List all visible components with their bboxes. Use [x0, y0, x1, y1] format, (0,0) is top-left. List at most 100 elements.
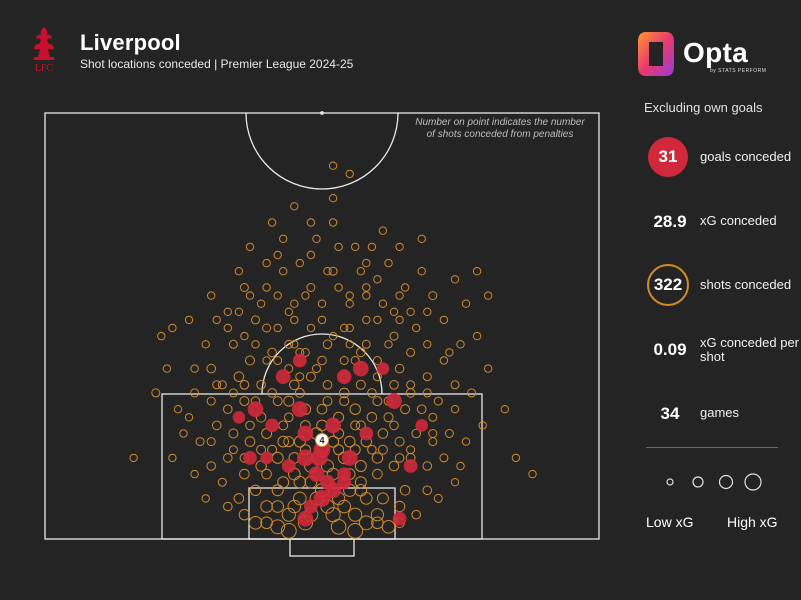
shot-point	[333, 444, 345, 456]
shot-point	[405, 388, 416, 398]
shot-point	[322, 339, 333, 350]
shot-point	[362, 283, 371, 292]
shot-point	[273, 250, 282, 260]
shot-point	[293, 475, 307, 489]
shot-point	[184, 315, 194, 325]
shot-point	[279, 234, 288, 244]
shot-point	[411, 428, 422, 439]
goal-point	[376, 362, 390, 375]
shot-point	[376, 492, 389, 505]
stat-label: shots conceded	[700, 277, 792, 292]
shot-point	[351, 242, 360, 252]
shot-point	[256, 299, 266, 308]
shot-point	[281, 507, 296, 522]
shot-point	[151, 388, 161, 398]
shot-point	[412, 323, 421, 333]
shot-point	[384, 258, 393, 268]
stat-value: 322	[653, 275, 683, 294]
goal	[289, 538, 355, 557]
shot-point	[345, 299, 354, 308]
sidebar-divider	[646, 447, 778, 448]
goal-point	[336, 369, 352, 385]
shot-point	[433, 493, 443, 503]
shot-point	[195, 437, 205, 447]
shot-point	[223, 453, 233, 463]
page-title: Liverpool	[80, 30, 181, 55]
shot-point	[367, 444, 377, 455]
shot-point	[278, 420, 289, 431]
shot-point	[395, 242, 404, 252]
shot-point	[262, 356, 271, 365]
shot-point	[456, 461, 465, 471]
shot-point	[354, 476, 367, 489]
shot-point	[223, 307, 233, 316]
shot-point	[249, 484, 262, 496]
shot-point	[439, 453, 449, 463]
shot-point	[306, 323, 316, 333]
page-subtitle: Shot locations conceded | Premier League…	[80, 57, 354, 71]
shot-point	[439, 356, 449, 365]
goal-point	[392, 511, 407, 526]
shot-point	[267, 218, 277, 227]
shot-point	[168, 323, 177, 333]
shot-point	[439, 315, 449, 325]
shot-point	[400, 283, 410, 292]
shot-point	[256, 380, 266, 390]
shot-point	[217, 380, 227, 390]
shot-point	[362, 315, 371, 325]
shot-point	[339, 396, 350, 407]
halfway-circle	[245, 112, 399, 190]
shot-point	[361, 339, 371, 349]
shot-point	[301, 291, 310, 300]
shot-point	[416, 404, 427, 415]
penalty-marker: 4	[315, 433, 329, 447]
shot-point	[334, 242, 343, 252]
shot-point	[389, 380, 399, 390]
shot-point	[245, 420, 255, 431]
shot-point	[394, 363, 405, 374]
shot-point	[317, 355, 327, 366]
shot-point	[223, 323, 233, 333]
shot-point	[240, 331, 249, 341]
stat-label: xG conceded per shot	[700, 335, 800, 364]
shot-point	[244, 436, 256, 447]
goal-point	[352, 360, 369, 377]
shot-point	[228, 445, 238, 455]
shot-point	[478, 421, 487, 430]
stat-label: games	[700, 405, 740, 420]
shot-point	[283, 436, 295, 448]
shot-point	[251, 340, 260, 349]
shot-point	[433, 396, 443, 406]
shot-point	[362, 258, 371, 268]
shot-point	[384, 340, 393, 349]
shot-point	[395, 315, 404, 325]
shot-point	[277, 476, 290, 489]
shot-point	[371, 516, 384, 530]
shot-point	[340, 323, 349, 333]
shot-point	[280, 523, 297, 539]
legend-size-1	[666, 478, 674, 486]
shot-point	[260, 500, 273, 513]
shot-point	[207, 291, 216, 300]
shot-point	[228, 388, 238, 398]
shot-point	[273, 291, 282, 300]
shot-point	[328, 331, 338, 341]
shot-point	[300, 347, 310, 357]
shot-point	[272, 396, 283, 407]
shot-point	[212, 315, 221, 325]
goal-point	[359, 426, 374, 441]
shot-point	[484, 291, 493, 300]
stat-xg-conceded: 28.9 xG conceded	[648, 201, 798, 241]
shot-point	[248, 516, 263, 530]
shot-point	[345, 291, 354, 300]
shot-point	[323, 267, 332, 276]
shot-point	[395, 291, 404, 300]
shot-point	[423, 307, 432, 316]
shot-point	[450, 275, 460, 284]
shot-point	[472, 331, 482, 341]
shot-point	[366, 412, 378, 423]
shot-point	[295, 258, 304, 268]
shot-point	[428, 437, 438, 447]
stat-value: 31	[658, 147, 678, 166]
